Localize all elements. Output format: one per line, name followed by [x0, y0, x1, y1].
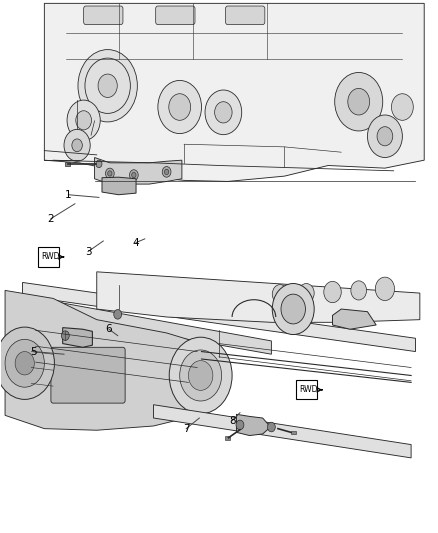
Circle shape	[67, 100, 100, 141]
Circle shape	[0, 327, 54, 399]
Polygon shape	[22, 282, 416, 352]
FancyBboxPatch shape	[84, 6, 123, 25]
Polygon shape	[237, 414, 271, 435]
Text: 7: 7	[183, 424, 190, 434]
Circle shape	[98, 74, 117, 98]
Circle shape	[132, 172, 136, 177]
Polygon shape	[5, 290, 228, 430]
Circle shape	[377, 127, 393, 146]
Circle shape	[130, 169, 138, 180]
Text: 3: 3	[85, 247, 92, 256]
FancyBboxPatch shape	[226, 6, 265, 25]
FancyBboxPatch shape	[51, 348, 125, 403]
Circle shape	[169, 94, 191, 120]
Bar	[65, 162, 70, 166]
Polygon shape	[332, 309, 376, 329]
Text: 4: 4	[133, 238, 139, 247]
Polygon shape	[63, 328, 92, 348]
Circle shape	[215, 102, 232, 123]
Circle shape	[169, 337, 232, 414]
Circle shape	[96, 160, 102, 167]
Polygon shape	[44, 3, 424, 181]
Circle shape	[61, 331, 69, 341]
Circle shape	[5, 340, 44, 387]
Circle shape	[64, 130, 90, 161]
Circle shape	[85, 58, 131, 114]
Circle shape	[188, 361, 213, 390]
Circle shape	[94, 69, 122, 103]
Text: 6: 6	[106, 324, 112, 334]
Text: 2: 2	[48, 214, 54, 224]
Circle shape	[180, 350, 222, 401]
Circle shape	[236, 420, 244, 430]
Circle shape	[281, 294, 305, 324]
Polygon shape	[22, 296, 272, 354]
Circle shape	[268, 422, 276, 432]
FancyBboxPatch shape	[296, 380, 317, 399]
Circle shape	[78, 50, 138, 122]
Circle shape	[367, 115, 403, 158]
Circle shape	[205, 90, 242, 135]
Circle shape	[272, 285, 288, 304]
Polygon shape	[102, 177, 136, 195]
Circle shape	[106, 168, 114, 179]
Circle shape	[164, 169, 169, 174]
Bar	[291, 431, 296, 434]
Text: 8: 8	[229, 416, 235, 426]
Circle shape	[335, 72, 383, 131]
Polygon shape	[95, 158, 182, 184]
Bar	[225, 436, 230, 440]
Circle shape	[272, 284, 314, 335]
Circle shape	[348, 88, 370, 115]
Circle shape	[114, 310, 122, 319]
Polygon shape	[153, 405, 411, 458]
Circle shape	[351, 281, 367, 300]
Circle shape	[72, 139, 82, 152]
Circle shape	[298, 284, 314, 303]
Circle shape	[76, 111, 92, 130]
Circle shape	[158, 80, 201, 134]
Circle shape	[375, 277, 395, 301]
Circle shape	[162, 166, 171, 177]
Circle shape	[392, 94, 413, 120]
Text: 5: 5	[30, 346, 37, 357]
Text: RWD: RWD	[300, 385, 318, 394]
Text: 1: 1	[65, 190, 72, 200]
Circle shape	[324, 281, 341, 303]
FancyBboxPatch shape	[38, 247, 59, 266]
Circle shape	[108, 171, 112, 176]
Text: RWD: RWD	[41, 253, 60, 261]
Circle shape	[15, 352, 34, 375]
FancyBboxPatch shape	[155, 6, 195, 25]
Polygon shape	[97, 272, 420, 322]
